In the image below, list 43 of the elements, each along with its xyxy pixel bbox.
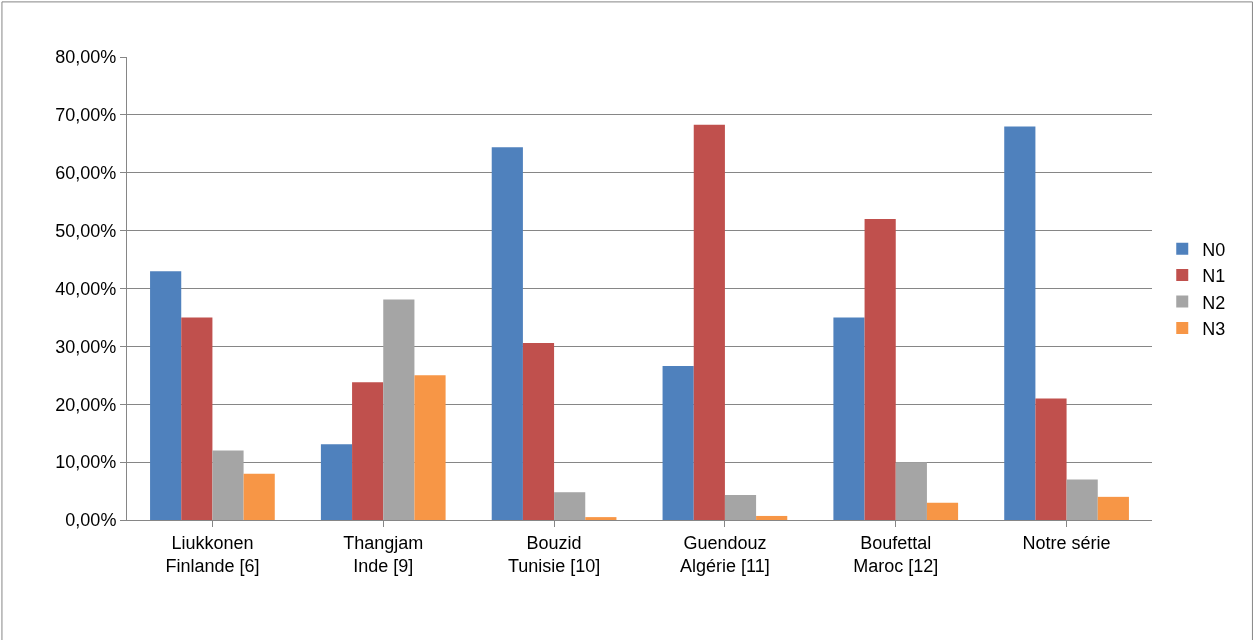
bar — [756, 515, 788, 520]
bar — [522, 342, 555, 520]
bar — [414, 375, 446, 520]
x-tick-label: Guendouz Algérie [11] — [680, 532, 770, 576]
bar — [352, 382, 384, 520]
bar — [662, 366, 694, 520]
bar — [693, 124, 725, 520]
bar — [491, 147, 523, 520]
y-tick-label: 10,00% — [55, 452, 117, 473]
bar — [150, 271, 182, 520]
legend-label: N2 — [1202, 292, 1226, 313]
bar — [554, 492, 586, 520]
bar — [181, 317, 213, 520]
bar — [1066, 479, 1098, 520]
x-tick-label: Thangjam Inde [9] — [343, 532, 424, 576]
x-tick-label: Boufettal Maroc [12] — [853, 532, 939, 576]
bar — [1035, 398, 1067, 520]
legend-label: N1 — [1202, 266, 1226, 287]
y-tick-label: 70,00% — [55, 105, 117, 126]
bar — [212, 450, 244, 520]
y-tick-label: 30,00% — [55, 336, 117, 357]
bar — [383, 299, 415, 520]
bar — [585, 517, 617, 520]
y-tick-label: 60,00% — [55, 163, 117, 184]
x-tick-label: Liukkonen Finlande [6] — [165, 532, 260, 576]
y-tick-label: 40,00% — [55, 278, 117, 299]
bar — [724, 495, 757, 520]
legend-label: N3 — [1202, 318, 1226, 339]
legend-label: N0 — [1202, 239, 1226, 260]
y-tick-label: 0,00% — [65, 510, 117, 531]
y-tick-label: 80,00% — [55, 47, 117, 68]
bar — [864, 219, 896, 520]
bar — [895, 462, 927, 520]
bar — [320, 444, 353, 520]
y-tick-label: 20,00% — [55, 394, 117, 415]
x-tick-label: Notre série — [1022, 532, 1111, 553]
y-tick-label: 50,00% — [55, 220, 117, 241]
bar — [833, 317, 865, 520]
bar — [1097, 496, 1129, 520]
x-tick-label: Bouzid Tunisie [10] — [507, 532, 601, 576]
bar — [926, 502, 959, 520]
bar — [243, 473, 275, 520]
bar — [1004, 126, 1036, 520]
